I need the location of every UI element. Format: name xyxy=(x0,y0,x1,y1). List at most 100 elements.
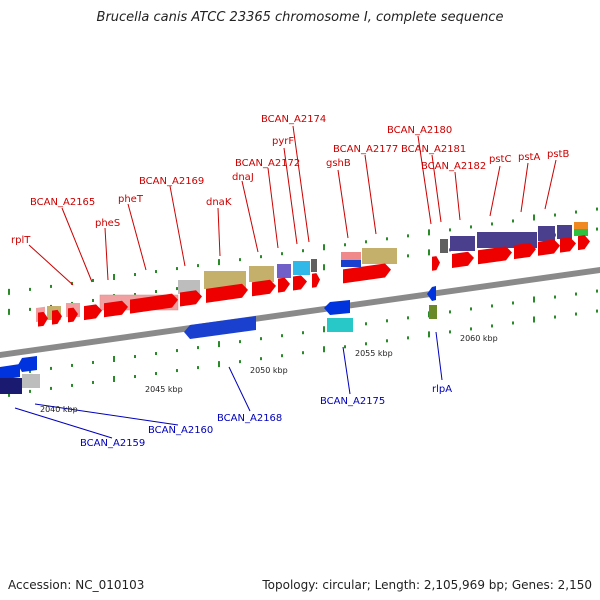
gene-box xyxy=(22,374,40,388)
gene-arrow-reverse xyxy=(184,316,256,339)
gene-label: gshB xyxy=(326,158,351,169)
tick-mark xyxy=(92,298,94,302)
tick-mark xyxy=(260,255,262,259)
tick-mark xyxy=(491,222,493,226)
tick-mark xyxy=(197,366,199,370)
tick-mark xyxy=(239,258,241,262)
gene-box xyxy=(249,266,274,282)
gene-box xyxy=(538,226,555,241)
tick-mark xyxy=(218,259,220,266)
tick-mark xyxy=(29,389,31,393)
tick-mark xyxy=(323,326,325,333)
tick-mark xyxy=(50,366,52,370)
tick-mark xyxy=(596,309,598,313)
gene-box xyxy=(341,252,361,260)
tick-mark xyxy=(92,360,94,364)
gene-arrow-forward xyxy=(343,263,391,284)
gene-box xyxy=(440,239,448,253)
tick-mark xyxy=(155,372,157,376)
scale-label: 2040 kbp xyxy=(40,405,78,414)
gene-box xyxy=(557,225,572,239)
gene-box xyxy=(574,229,588,236)
gene-label: BCAN_A2172 xyxy=(235,158,300,169)
tick-mark xyxy=(260,357,262,361)
tick-mark xyxy=(554,295,556,299)
bottom-gene-labels: BCAN_A2159 BCAN_A2160 BCAN_A2168 BCAN_A2… xyxy=(80,384,452,449)
tick-mark xyxy=(428,249,430,256)
gene-label: rplT xyxy=(11,235,31,246)
tick-mark xyxy=(260,337,262,341)
tick-mark xyxy=(8,308,10,315)
tick-mark xyxy=(218,361,220,368)
gene-label: rlpA xyxy=(432,384,452,395)
tick-mark xyxy=(533,316,535,323)
tick-mark xyxy=(176,349,178,353)
tick-mark xyxy=(344,243,346,247)
gene-box xyxy=(574,222,588,229)
gene-arrow-forward xyxy=(130,293,178,314)
gene-arrow-reverse xyxy=(0,364,20,380)
tick-mark xyxy=(323,264,325,271)
gene-label: BCAN_A2174 xyxy=(261,114,326,125)
tick-mark xyxy=(554,213,556,217)
tick-mark xyxy=(575,210,577,214)
tick-mark xyxy=(386,339,388,343)
gene-box xyxy=(311,259,317,272)
tick-mark xyxy=(512,219,514,223)
gene-arrow-forward xyxy=(312,273,320,288)
forward-strand-genes xyxy=(38,235,590,327)
gene-arrow-forward xyxy=(180,290,202,307)
tick-mark xyxy=(323,244,325,251)
tick-mark xyxy=(29,307,31,311)
tick-mark xyxy=(302,249,304,253)
gene-arrow-forward xyxy=(514,242,536,260)
tick-mark xyxy=(134,355,136,359)
lower-feature-track xyxy=(0,286,437,394)
tick-mark xyxy=(407,316,409,320)
tick-mark xyxy=(281,252,283,256)
gene-box xyxy=(0,378,22,394)
gene-arrow-forward xyxy=(206,283,248,303)
tick-mark xyxy=(344,345,346,349)
tick-mark xyxy=(428,331,430,338)
tick-mark xyxy=(407,234,409,238)
tick-mark xyxy=(575,292,577,296)
gene-arrow-forward xyxy=(278,277,290,293)
tick-mark xyxy=(449,330,451,334)
tick-mark xyxy=(92,278,94,282)
tick-mark xyxy=(386,237,388,241)
gene-label: BCAN_A2159 xyxy=(80,438,145,449)
tick-mark xyxy=(491,304,493,308)
gene-box xyxy=(277,264,291,278)
scale-label: 2045 kbp xyxy=(145,385,183,394)
gene-label: BCAN_A2177 xyxy=(333,144,398,155)
gene-label: pyrF xyxy=(272,136,294,147)
gene-box xyxy=(327,318,353,332)
tick-mark xyxy=(176,287,178,291)
gene-box xyxy=(293,261,310,275)
tick-mark xyxy=(512,321,514,325)
gene-label: BCAN_A2165 xyxy=(30,197,95,208)
tick-mark xyxy=(92,380,94,384)
chromosome-backbone xyxy=(0,267,600,358)
tick-mark xyxy=(323,346,325,353)
tick-mark xyxy=(470,327,472,331)
tick-mark xyxy=(449,228,451,232)
gene-label: BCAN_A2182 xyxy=(421,161,486,172)
tick-mark xyxy=(155,270,157,274)
tick-mark xyxy=(29,287,31,291)
tick-mark xyxy=(512,301,514,305)
tick-mark xyxy=(176,369,178,373)
tick-mark xyxy=(596,207,598,211)
gene-label: BCAN_A2180 xyxy=(387,125,452,136)
tick-mark xyxy=(71,383,73,387)
tick-mark xyxy=(134,375,136,379)
tick-mark xyxy=(365,342,367,346)
gene-label: dnaJ xyxy=(232,172,254,183)
tick-mark xyxy=(134,273,136,277)
gene-box xyxy=(362,248,397,264)
tick-mark xyxy=(302,351,304,355)
gene-arrow-forward xyxy=(84,304,102,321)
gene-box xyxy=(429,305,437,319)
